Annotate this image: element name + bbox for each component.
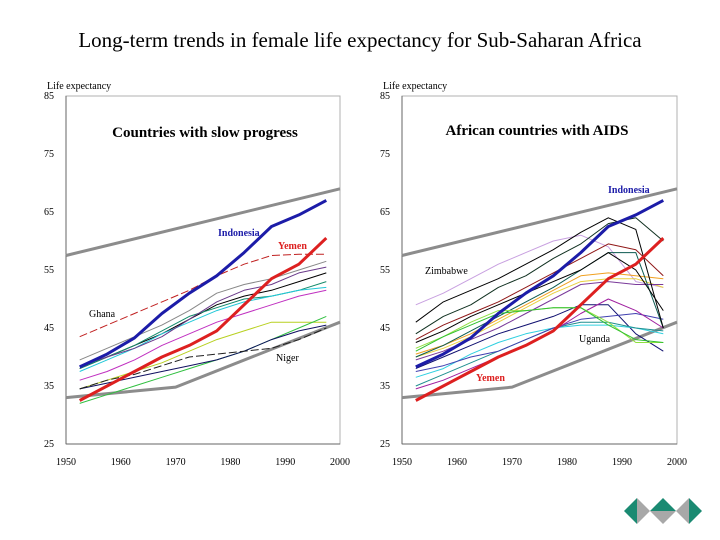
- y-tick-label: 65: [44, 207, 54, 218]
- nav-right-icon: [676, 498, 702, 524]
- series-line-other-n: [415, 252, 664, 343]
- nav-home-icon: [650, 498, 676, 524]
- x-tick-label: 1950: [392, 457, 412, 468]
- series-line-yemen: [415, 237, 665, 402]
- x-tick-label: 1970: [502, 457, 522, 468]
- series-line-other-6: [79, 266, 327, 367]
- envelope-line: [65, 187, 341, 257]
- series-line-other-c: [415, 243, 664, 341]
- y-tick-label: 75: [380, 149, 390, 160]
- envelope-line: [401, 320, 678, 400]
- x-tick-label: 1960: [111, 457, 131, 468]
- x-tick-label: 2000: [330, 457, 350, 468]
- annotation-niger: Niger: [276, 353, 299, 364]
- y-tick-label: 25: [44, 439, 54, 450]
- series-line-niger: [79, 327, 327, 390]
- y-tick-label: 35: [44, 381, 54, 392]
- annotation-indonesia: Indonesia: [608, 185, 650, 196]
- series-line-ghana: [79, 253, 327, 338]
- y-axis-label: Life expectancy: [47, 81, 111, 92]
- previous-slide-button[interactable]: [624, 498, 650, 524]
- series-line-other-8: [79, 315, 327, 404]
- annotation-zimbabwe: Zimbabwe: [425, 266, 468, 277]
- series-line-yemen: [78, 237, 328, 402]
- y-tick-label: 35: [380, 381, 390, 392]
- series-line-other-e: [415, 272, 664, 355]
- y-tick-label: 85: [44, 91, 54, 102]
- series-line-other-7: [79, 321, 327, 390]
- home-button[interactable]: [650, 498, 676, 524]
- nav-left-icon: [624, 498, 650, 524]
- chart-title: Countries with slow progress: [112, 125, 298, 141]
- y-tick-label: 55: [44, 265, 54, 276]
- x-tick-label: 1990: [275, 457, 295, 468]
- x-tick-label: 2000: [667, 457, 687, 468]
- series-line-other-f: [415, 278, 664, 358]
- series-line-other-h: [415, 304, 664, 370]
- x-tick-label: 1980: [220, 457, 240, 468]
- x-tick-label: 1980: [557, 457, 577, 468]
- x-tick-label: 1950: [56, 457, 76, 468]
- y-tick-label: 65: [380, 207, 390, 218]
- series-line-other-5: [79, 289, 327, 381]
- x-tick-label: 1970: [166, 457, 186, 468]
- y-tick-label: 45: [44, 323, 54, 334]
- series-line-uganda: [415, 307, 664, 352]
- series-line-other-k: [415, 313, 664, 372]
- y-tick-label: 55: [380, 265, 390, 276]
- annotation-indonesia: Indonesia: [218, 228, 260, 239]
- series-line-other-a: [415, 234, 664, 306]
- y-axis-label: Life expectancy: [383, 81, 447, 92]
- envelope-line: [401, 187, 678, 257]
- slide-title: Long-term trends in female life expectan…: [78, 28, 642, 52]
- annotation-uganda: Uganda: [579, 334, 611, 345]
- annotation-ghana: Ghana: [89, 309, 116, 320]
- x-tick-label: 1990: [612, 457, 632, 468]
- y-tick-label: 85: [380, 91, 390, 102]
- y-tick-label: 25: [380, 439, 390, 450]
- next-slide-button[interactable]: [676, 498, 702, 524]
- x-tick-label: 1960: [447, 457, 467, 468]
- series-line-other-1: [79, 260, 327, 361]
- series-line-zimbabwe: [415, 217, 664, 329]
- series-line-other-4: [79, 286, 327, 372]
- annotation-yemen: Yemen: [278, 241, 307, 252]
- chart-title: African countries with AIDS: [446, 123, 629, 139]
- series-line-indonesia: [415, 199, 664, 369]
- y-tick-label: 75: [44, 149, 54, 160]
- series-line-indonesia: [79, 199, 328, 369]
- y-tick-label: 45: [380, 323, 390, 334]
- annotation-yemen: Yemen: [476, 373, 505, 384]
- series-line-other-l: [415, 252, 664, 358]
